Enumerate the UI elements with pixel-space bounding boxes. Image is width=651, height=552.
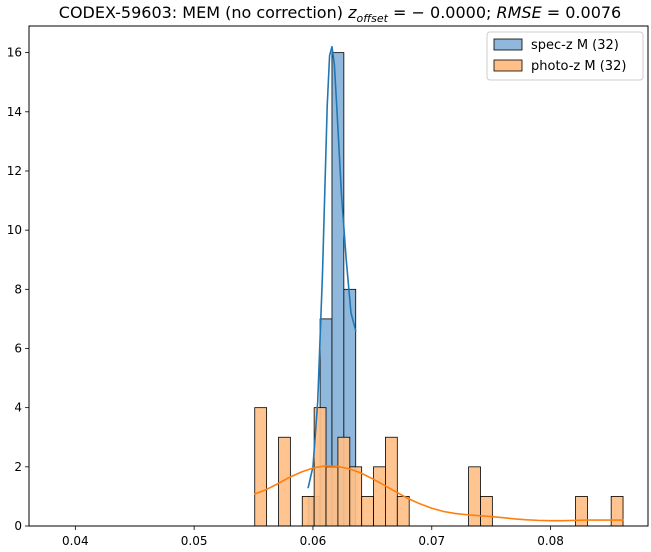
bar-photo-z-13 [575, 496, 588, 527]
y-tick-label: 12 [7, 164, 22, 178]
chart-title-middle: = − 0.0000; [388, 3, 497, 22]
y-axis: 0 2 4 6 8 10 12 14 16 [7, 46, 29, 533]
x-tick-label: 0.05 [181, 534, 208, 548]
x-tick-label: 0.07 [418, 534, 445, 548]
y-tick-label: 6 [14, 341, 22, 355]
y-tick-label: 8 [14, 282, 22, 296]
chart-title-rmse: RMSE [496, 3, 542, 22]
bar-photo-z-0 [254, 407, 268, 527]
plot-area [28, 25, 649, 527]
y-tick-label: 4 [14, 401, 22, 415]
chart-title-z-subscript: offset [356, 12, 388, 25]
x-axis: 0.04 0.05 0.06 0.07 0.08 [62, 526, 564, 548]
bar-photo-z-10 [396, 496, 410, 527]
legend-label-photo-z: photo-z M (32) [531, 59, 626, 74]
y-tick-label: 14 [7, 105, 22, 119]
y-tick-label: 0 [14, 519, 22, 533]
x-tick-label: 0.08 [537, 534, 564, 548]
x-tick-label: 0.04 [62, 534, 89, 548]
bar-photo-z-6 [349, 466, 363, 527]
x-tick-label: 0.06 [300, 534, 327, 548]
y-tick-label: 2 [14, 460, 22, 474]
chart-title: CODEX-59603: MEM (no correction) zoffset… [59, 3, 621, 25]
bar-photo-z-14 [610, 496, 624, 527]
kde-line-photo-z [253, 465, 624, 522]
bar-photo-z-4 [325, 466, 339, 527]
kde-line-spec-z [307, 45, 357, 489]
bar-photo-z-12 [480, 496, 493, 527]
chart-title-z: z [347, 3, 357, 22]
bar-photo-z-7 [361, 496, 374, 527]
bar-photo-z-11 [468, 466, 481, 527]
y-tick-label: 10 [7, 223, 22, 237]
legend-swatch-spec-z [493, 38, 523, 51]
legend-swatch-photo-z [493, 59, 523, 72]
legend-label-spec-z: spec-z M (32) [531, 38, 619, 53]
plot-frame [28, 25, 649, 527]
kde-layer [253, 45, 624, 522]
bar-photo-z-2 [301, 496, 315, 527]
legend: spec-z M (32) photo-z M (32) [486, 31, 644, 81]
bar-photo-z-8 [373, 466, 386, 527]
chart-title-prefix: CODEX-59603: MEM (no correction) [59, 3, 348, 22]
bar-photo-z-5 [337, 436, 351, 527]
legend-frame [486, 31, 644, 81]
chart-title-suffix: = 0.0076 [542, 3, 622, 22]
y-tick-label: 16 [7, 46, 22, 60]
bar-photo-z-9 [385, 436, 398, 527]
